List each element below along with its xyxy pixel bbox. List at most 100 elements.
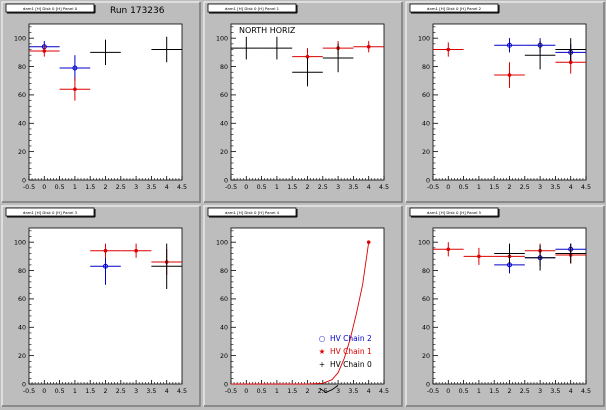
y-tick-label: 80	[18, 64, 26, 71]
x-tick-label: 3	[538, 388, 542, 395]
x-tick-label: 3.5	[348, 184, 358, 191]
legend-label-chain0: HV Chain 0	[330, 360, 372, 369]
legend-marker-chain1: ★	[319, 347, 326, 356]
y-tick-label: 40	[18, 121, 26, 128]
x-tick-label: 4.5	[581, 184, 591, 191]
x-tick-label: 3.5	[146, 184, 156, 191]
chain1-data-point	[134, 248, 138, 253]
pad-shadow	[204, 206, 403, 407]
plot-title-box	[409, 207, 499, 217]
panel-1: dam1 [H] Disk 0 [H] Panel 1-0.5 0 0.5 1 1.5 2…	[203, 1, 403, 203]
x-tick-label: 1.5	[489, 388, 499, 395]
y-tick-label: 60	[220, 92, 228, 99]
y-tick-label: 80	[220, 268, 228, 275]
x-tick-label: 3	[134, 388, 138, 395]
x-tick-label: 2	[305, 184, 309, 191]
legend-label-chain2: HV Chain 2	[330, 334, 372, 343]
x-tick-label: 0	[244, 184, 248, 191]
x-tick-label: 4	[165, 184, 169, 191]
chain1-curve-endpoint	[366, 240, 371, 244]
x-tick-label: 3	[336, 184, 340, 191]
plot-title: dam1 [H] Disk 0 [H] Panel 5	[427, 210, 482, 215]
y-tick-label: 0	[224, 381, 228, 388]
y-tick-label: 60	[18, 92, 26, 99]
x-tick-label: 1	[275, 184, 279, 191]
plot-title-box	[207, 3, 297, 13]
x-tick-label: 3.5	[550, 184, 560, 191]
run-label: Run 173236	[110, 6, 165, 16]
x-tick-label: 3.5	[348, 388, 358, 395]
x-tick-label: -0.5	[23, 184, 35, 191]
x-tick-label: 3	[538, 184, 542, 191]
plot-title: dam1 [H] Disk 0 [H] Panel 0	[23, 6, 78, 11]
x-tick-label: 3	[134, 184, 138, 191]
x-tick-label: 1.5	[489, 184, 499, 191]
plot-frame	[230, 23, 385, 181]
y-tick-label: 80	[18, 268, 26, 275]
plot-title-box	[5, 207, 95, 217]
x-tick-label: 0.5	[55, 184, 65, 191]
x-tick-label: 4.5	[581, 388, 591, 395]
y-tick-label: 0	[426, 177, 430, 184]
chain0-curve	[319, 385, 339, 394]
x-tick-label: -0.5	[225, 388, 237, 395]
x-tick-label: 0.5	[257, 184, 267, 191]
chain1-data-point	[366, 44, 371, 49]
x-tick-label: 1	[275, 388, 279, 395]
x-tick-label: 2.5	[520, 184, 530, 191]
plot-title-box	[207, 207, 297, 217]
x-tick-label: 2.5	[116, 388, 126, 395]
pad-shadow	[2, 2, 201, 203]
y-tick-label: 80	[422, 268, 430, 275]
x-tick-label: 4.5	[379, 184, 389, 191]
y-tick-label: 100	[14, 239, 26, 246]
x-tick-label: 1.5	[85, 184, 95, 191]
x-tick-label: 2.5	[520, 388, 530, 395]
y-tick-label: 100	[418, 35, 430, 42]
y-tick-label: 0	[224, 177, 228, 184]
y-tick-label: 20	[220, 149, 228, 156]
x-tick-label: 3.5	[146, 388, 156, 395]
chain2-data-point	[72, 65, 78, 71]
panel-2: dam1 [H] Disk 0 [H] Panel 2-0.5 0 0.5 1 1.5 2…	[405, 1, 605, 203]
plot-title: dam1 [H] Disk 0 [H] Panel 4	[225, 210, 280, 215]
y-tick-label: 100	[216, 239, 228, 246]
y-tick-label: 80	[220, 64, 228, 71]
chain1-data-point	[73, 87, 77, 92]
y-tick-label: 20	[422, 149, 430, 156]
y-tick-label: 100	[418, 239, 430, 246]
x-tick-label: 0	[42, 184, 46, 191]
panel-4: dam1 [H] Disk 0 [H] Panel 4-0.5 0 0.5 1 1.5 2…	[203, 205, 403, 407]
y-tick-label: 20	[18, 149, 26, 156]
x-tick-label: 4	[367, 184, 371, 191]
x-tick-label: 2	[305, 388, 309, 395]
x-tick-label: 0	[446, 388, 450, 395]
pad-shadow	[2, 206, 201, 407]
x-tick-label: 1	[73, 388, 77, 395]
y-tick-label: 20	[18, 353, 26, 360]
x-tick-label: 4	[569, 388, 573, 395]
x-tick-label: 2	[103, 388, 107, 395]
x-tick-label: 0	[244, 388, 248, 395]
y-tick-label: 60	[220, 296, 228, 303]
y-tick-label: 0	[22, 381, 26, 388]
x-tick-label: 0	[42, 388, 46, 395]
y-tick-label: 60	[422, 92, 430, 99]
x-tick-label: 4	[569, 184, 573, 191]
chain1-data-point	[305, 54, 310, 59]
x-tick-label: 2	[103, 184, 107, 191]
x-tick-label: 0.5	[459, 388, 469, 395]
x-tick-label: 0.5	[459, 184, 469, 191]
x-tick-label: 0.5	[55, 388, 65, 395]
y-tick-label: 60	[18, 296, 26, 303]
chain1-data-point	[507, 73, 512, 77]
y-tick-label: 40	[220, 121, 228, 128]
x-tick-label: 1.5	[287, 184, 297, 191]
y-tick-label: 60	[422, 296, 430, 303]
chain1-data-point	[477, 254, 481, 259]
x-tick-label: 1	[477, 388, 481, 395]
x-tick-label: -0.5	[427, 388, 439, 395]
x-tick-label: 2.5	[116, 184, 126, 191]
pad-shadow	[406, 206, 605, 407]
